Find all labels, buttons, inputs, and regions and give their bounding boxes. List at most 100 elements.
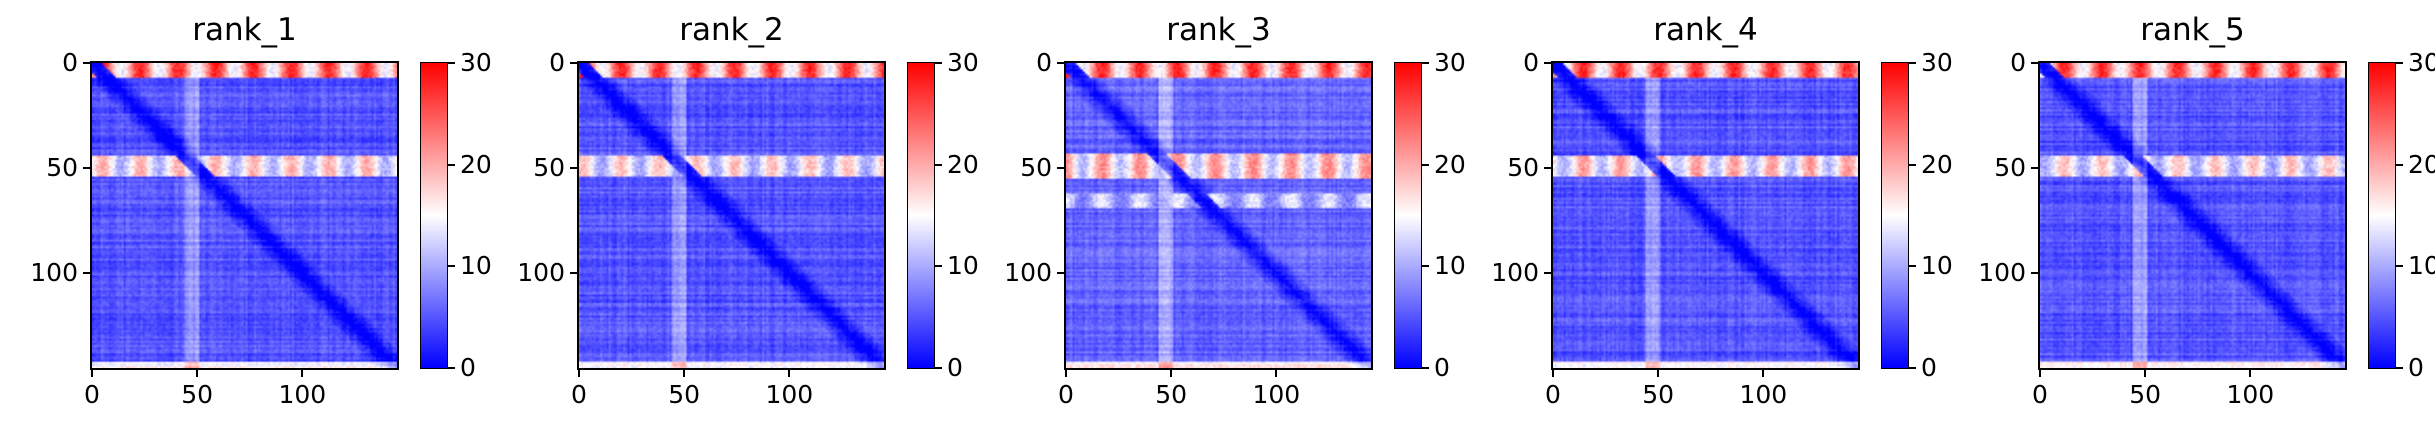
y-tick-label: 50 [533,153,565,183]
x-tick-label: 100 [765,380,814,409]
colorbar-tick-mark [1909,163,1916,166]
x-tick-label: 0 [84,380,100,409]
colorbar-tick-mark [1422,163,1429,166]
panel-title: rank_3 [1166,12,1271,48]
x-tick-mark [1552,369,1554,377]
y-tick-mark [1544,272,1552,275]
x-tick-mark [2249,369,2252,377]
x-tick-mark [1762,369,1765,377]
y-tick-mark [2031,62,2039,64]
x-tick-mark [1657,369,1660,377]
x-tick-label: 50 [1155,380,1188,409]
colorbar-tick-label: 20 [460,149,492,179]
y-tick-mark [570,272,578,275]
y-tick-label: 50 [1020,153,1052,183]
colorbar-tick-mark [2396,265,2403,268]
colorbar-tick-label: 30 [460,48,492,77]
colorbar-tick-mark [935,62,942,64]
y-tick-label: 50 [1507,153,1539,183]
colorbar-tick-label: 30 [947,48,979,77]
y-tick-label: 0 [1523,48,1539,77]
colorbar-tick-label: 0 [1434,353,1450,382]
y-tick-label: 0 [1036,48,1052,77]
heatmap-cells [2040,63,2345,368]
colorbar-tick-label: 20 [947,149,979,179]
heatmap-matrix [90,61,399,370]
colorbar-tick-label: 0 [2408,353,2424,382]
heatmap-cells [92,63,397,368]
heatmap-cells [1066,63,1371,368]
panel-title: rank_1 [192,12,297,48]
colorbar [2368,62,2396,369]
heatmap-matrix [1551,61,1860,370]
x-tick-mark [1275,369,1278,377]
y-tick-label: 0 [549,48,565,77]
colorbar-tick-mark [935,163,942,166]
colorbar-tick-mark [935,265,942,268]
x-tick-label: 50 [2129,380,2162,409]
x-tick-label: 50 [1642,380,1675,409]
x-tick-mark [1170,369,1173,377]
x-tick-label: 100 [2226,380,2275,409]
y-tick-label: 100 [30,258,78,288]
x-tick-label: 100 [1252,380,1301,409]
x-tick-label: 100 [278,380,327,409]
heatmap-matrix [577,61,886,370]
colorbar-tick-mark [1909,367,1916,369]
y-tick-mark [1544,62,1552,64]
heatmap-matrix [1064,61,1373,370]
x-tick-mark [301,369,304,377]
x-tick-mark [1065,369,1067,377]
panel-title: rank_2 [679,12,784,48]
heatmap-panel-4: rank_4 0 50 100 0 50 100 0 10 20 30 [1461,0,1953,438]
y-tick-label: 100 [1004,258,1052,288]
colorbar-tick-mark [2396,62,2403,64]
heatmap-panel-3: rank_3 0 50 100 0 50 100 0 10 20 30 [974,0,1466,438]
colorbar [420,62,448,369]
x-tick-label: 0 [1545,380,1561,409]
colorbar-tick-mark [448,265,455,268]
colorbar-tick-mark [2396,367,2403,369]
colorbar-tick-label: 10 [460,251,492,281]
y-tick-label: 100 [1491,258,1539,288]
y-tick-mark [570,62,578,64]
y-tick-label: 50 [46,153,78,183]
colorbar-tick-label: 10 [947,251,979,281]
colorbar-tick-mark [1422,367,1429,369]
colorbar-tick-label: 10 [1921,251,1953,281]
x-tick-mark [196,369,199,377]
heatmap-panel-2: rank_2 0 50 100 0 50 100 0 10 20 30 [487,0,979,438]
heatmap-cells [1553,63,1858,368]
x-tick-mark [91,369,93,377]
y-tick-mark [1057,167,1065,170]
colorbar-tick-mark [448,367,455,369]
colorbar-tick-label: 30 [1921,48,1953,77]
y-tick-mark [2031,167,2039,170]
panel-title: rank_4 [1653,12,1758,48]
colorbar-tick-label: 0 [1921,353,1937,382]
y-tick-mark [2031,272,2039,275]
x-tick-label: 100 [1739,380,1788,409]
y-tick-mark [83,167,91,170]
colorbar [907,62,935,369]
colorbar-tick-label: 10 [1434,251,1466,281]
x-tick-mark [683,369,686,377]
y-tick-label: 100 [1978,258,2026,288]
colorbar-tick-label: 30 [2408,48,2435,77]
colorbar-tick-mark [1422,62,1429,64]
x-tick-label: 50 [181,380,214,409]
colorbar-tick-mark [448,163,455,166]
colorbar [1881,62,1909,369]
x-tick-mark [788,369,791,377]
colorbar [1394,62,1422,369]
colorbar-tick-mark [935,367,942,369]
colorbar-tick-label: 10 [2408,251,2435,281]
heatmap-matrix [2038,61,2347,370]
y-tick-label: 0 [2010,48,2026,77]
y-tick-mark [1057,272,1065,275]
heatmap-cells [579,63,884,368]
colorbar-tick-mark [2396,163,2403,166]
colorbar-tick-mark [448,62,455,64]
colorbar-tick-mark [1909,62,1916,64]
